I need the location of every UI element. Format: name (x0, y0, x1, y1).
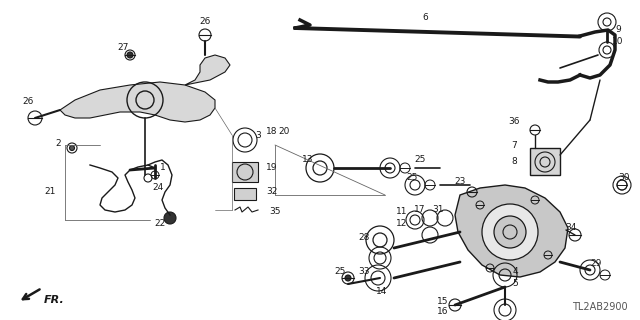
Text: 36: 36 (508, 117, 520, 126)
Circle shape (345, 275, 351, 281)
Text: 9: 9 (615, 26, 621, 35)
Circle shape (127, 52, 133, 58)
Text: 18: 18 (266, 127, 278, 137)
Polygon shape (455, 185, 568, 277)
Text: 25: 25 (334, 268, 346, 276)
Text: 21: 21 (44, 188, 56, 196)
Text: 27: 27 (117, 44, 129, 52)
Text: 10: 10 (612, 37, 624, 46)
Text: 11: 11 (396, 207, 408, 217)
Text: 17: 17 (414, 205, 426, 214)
Polygon shape (530, 148, 560, 175)
Text: 20: 20 (278, 127, 290, 137)
Text: 26: 26 (199, 18, 211, 27)
Text: 31: 31 (432, 205, 444, 214)
Text: 19: 19 (266, 164, 278, 172)
Text: 28: 28 (358, 234, 370, 243)
Circle shape (70, 146, 74, 150)
Text: 7: 7 (511, 140, 517, 149)
Text: 4: 4 (512, 268, 518, 276)
Text: 16: 16 (437, 308, 449, 316)
Text: 13: 13 (302, 156, 314, 164)
Text: 34: 34 (565, 223, 577, 233)
Text: 30: 30 (618, 173, 630, 182)
Text: 26: 26 (22, 98, 34, 107)
Text: 24: 24 (152, 182, 164, 191)
Text: 33: 33 (358, 268, 370, 276)
Circle shape (482, 204, 538, 260)
Polygon shape (185, 55, 230, 85)
Circle shape (164, 212, 176, 224)
Text: 8: 8 (511, 157, 517, 166)
Text: 12: 12 (396, 220, 408, 228)
Polygon shape (234, 188, 256, 200)
Text: 5: 5 (512, 279, 518, 289)
Text: 35: 35 (269, 207, 281, 217)
Text: 25: 25 (406, 173, 418, 182)
Polygon shape (232, 162, 258, 182)
Text: 23: 23 (454, 178, 466, 187)
Text: 22: 22 (154, 220, 166, 228)
Text: 14: 14 (376, 287, 388, 297)
Text: 1: 1 (160, 164, 166, 172)
Text: 29: 29 (590, 259, 602, 268)
Text: 3: 3 (255, 131, 261, 140)
Text: 2: 2 (55, 139, 61, 148)
Text: FR.: FR. (44, 295, 65, 305)
Text: 32: 32 (266, 188, 278, 196)
Polygon shape (60, 82, 215, 122)
Text: 15: 15 (437, 298, 449, 307)
Circle shape (494, 216, 526, 248)
Text: 6: 6 (422, 13, 428, 22)
Text: TL2AB2900: TL2AB2900 (572, 302, 628, 312)
Text: 25: 25 (414, 156, 426, 164)
